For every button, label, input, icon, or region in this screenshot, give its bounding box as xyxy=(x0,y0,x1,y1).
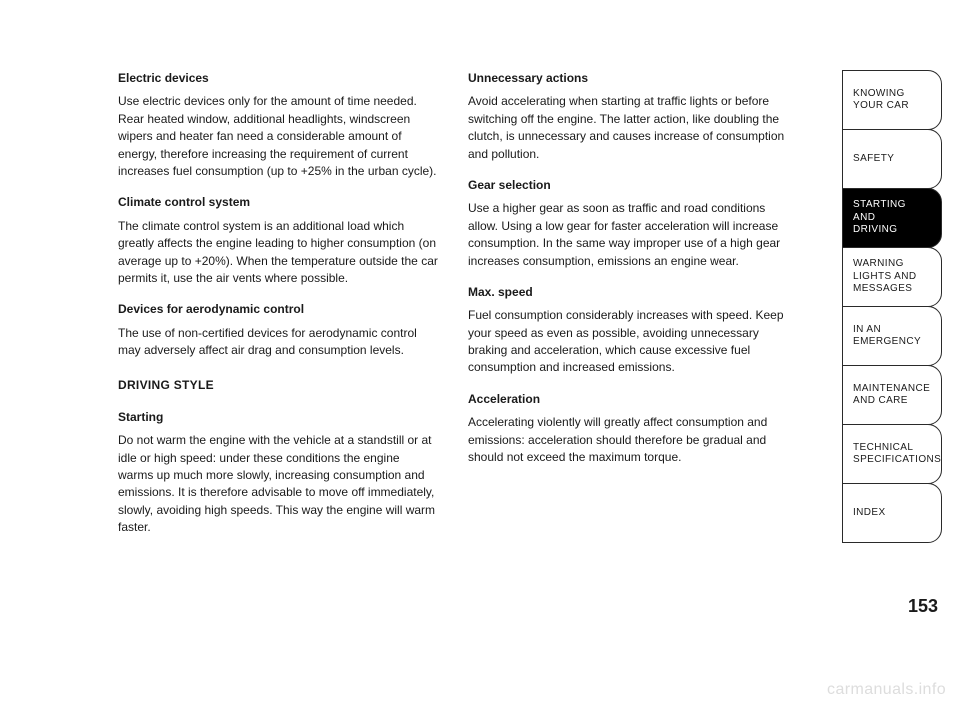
para-acceleration: Accelerating violently will greatly affe… xyxy=(468,414,788,466)
tab-label: KNOWING YOUR CAR xyxy=(853,88,909,113)
right-column: Unnecessary actions Avoid accelerating w… xyxy=(468,70,788,543)
para-unnecessary-actions: Avoid accelerating when starting at traf… xyxy=(468,93,788,163)
heading-electric-devices: Electric devices xyxy=(118,70,438,87)
tab-label: SAFETY xyxy=(853,153,894,166)
tab-label: MAINTENANCE AND CARE xyxy=(853,383,930,408)
content-columns: Electric devices Use electric devices on… xyxy=(0,70,960,543)
side-tabs: KNOWING YOUR CAR SAFETY STARTING AND DRI… xyxy=(842,70,942,542)
para-starting: Do not warm the engine with the vehicle … xyxy=(118,432,438,536)
tab-knowing-your-car[interactable]: KNOWING YOUR CAR xyxy=(842,70,942,130)
tab-safety[interactable]: SAFETY xyxy=(842,129,942,189)
tab-starting-and-driving[interactable]: STARTING AND DRIVING xyxy=(842,188,942,248)
tab-label: WARNING LIGHTS AND MESSAGES xyxy=(853,258,916,296)
manual-page: Electric devices Use electric devices on… xyxy=(0,0,960,709)
page-number: 153 xyxy=(908,596,938,617)
heading-acceleration: Acceleration xyxy=(468,391,788,408)
heading-gear-selection: Gear selection xyxy=(468,177,788,194)
heading-aerodynamic: Devices for aerodynamic control xyxy=(118,301,438,318)
heading-climate-control: Climate control system xyxy=(118,194,438,211)
para-electric-devices: Use electric devices only for the amount… xyxy=(118,93,438,180)
tab-index[interactable]: INDEX xyxy=(842,483,942,543)
section-driving-style: DRIVING STYLE xyxy=(118,377,438,394)
tab-label: STARTING AND DRIVING xyxy=(853,199,906,237)
heading-starting: Starting xyxy=(118,409,438,426)
para-max-speed: Fuel consumption considerably increases … xyxy=(468,307,788,377)
para-climate-control: The climate control system is an additio… xyxy=(118,218,438,288)
tab-label: TECHNICAL SPECIFICATIONS xyxy=(853,442,941,467)
tab-warning-lights[interactable]: WARNING LIGHTS AND MESSAGES xyxy=(842,247,942,307)
tab-maintenance-and-care[interactable]: MAINTENANCE AND CARE xyxy=(842,365,942,425)
tab-label: INDEX xyxy=(853,507,886,520)
para-aerodynamic: The use of non-certified devices for aer… xyxy=(118,325,438,360)
heading-max-speed: Max. speed xyxy=(468,284,788,301)
tab-in-an-emergency[interactable]: IN AN EMERGENCY xyxy=(842,306,942,366)
left-column: Electric devices Use electric devices on… xyxy=(118,70,438,543)
watermark: carmanuals.info xyxy=(827,681,946,699)
tab-technical-specifications[interactable]: TECHNICAL SPECIFICATIONS xyxy=(842,424,942,484)
heading-unnecessary-actions: Unnecessary actions xyxy=(468,70,788,87)
tab-label: IN AN EMERGENCY xyxy=(853,324,921,349)
para-gear-selection: Use a higher gear as soon as traffic and… xyxy=(468,200,788,270)
